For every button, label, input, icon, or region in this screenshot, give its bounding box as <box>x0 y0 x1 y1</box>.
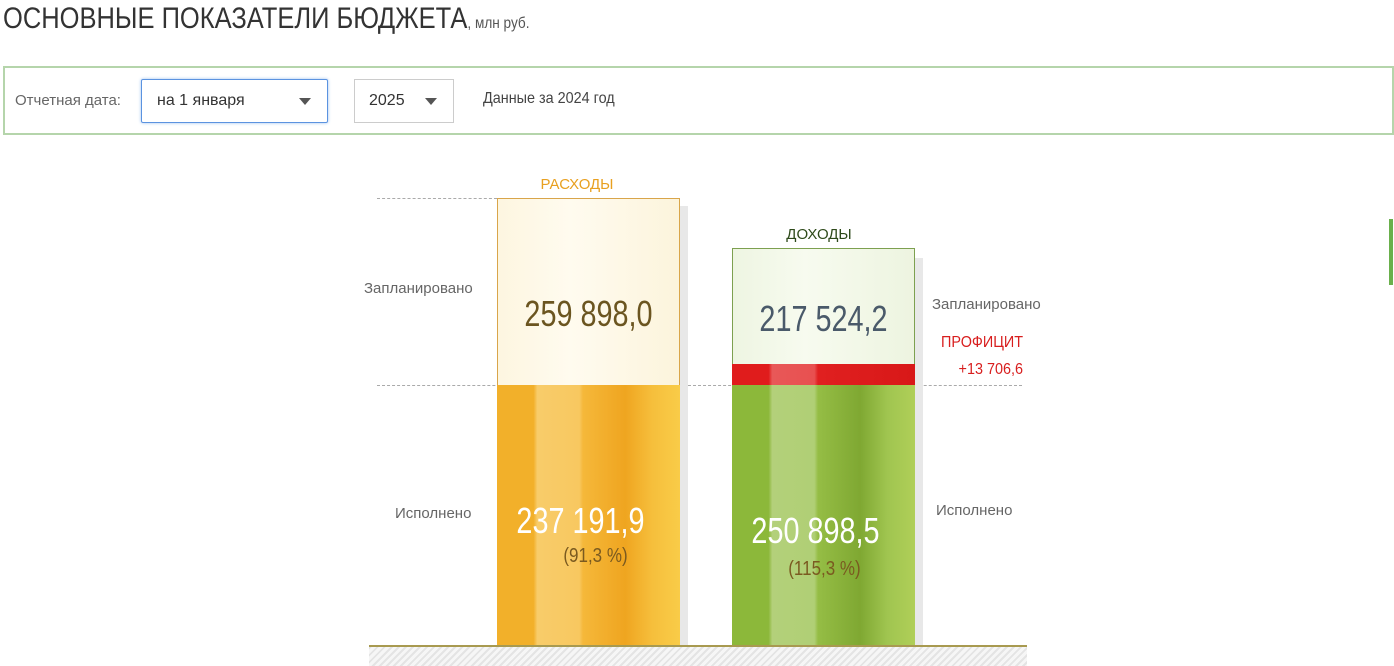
revenues-planned-value: 217 524,2 <box>759 298 888 339</box>
expenses-executed <box>497 385 680 645</box>
year-value: 2025 <box>369 92 405 109</box>
scroll-indicator <box>1389 219 1393 285</box>
filter-label: Отчетная дата: <box>15 92 121 109</box>
planned-label: Запланировано <box>932 296 1041 313</box>
guide-line <box>377 198 497 199</box>
base-line <box>369 645 1027 647</box>
executed-label: Исполнено <box>936 502 1013 519</box>
expenses-executed-value: 237 191,9 <box>516 500 645 541</box>
revenues-executed-value: 250 898,5 <box>751 510 880 551</box>
year-dropdown[interactable]: 2025 <box>354 79 454 123</box>
date-dropdown[interactable]: на 1 января <box>141 79 328 123</box>
title: ОСНОВНЫЕ ПОКАЗАТЕЛИ БЮДЖЕТА <box>3 2 468 35</box>
expenses-planned <box>497 198 680 385</box>
surplus-value: +13 706,6 <box>958 361 1023 378</box>
executed-label: Исполнено <box>395 505 472 522</box>
planned-label: Запланировано <box>364 280 473 297</box>
expenses-title: РАСХОДЫ <box>540 176 614 193</box>
expenses-percent: (91,3 %) <box>563 545 628 567</box>
unit: , млн руб. <box>467 15 530 32</box>
surplus-band <box>732 364 915 385</box>
filter-panel <box>3 66 1394 135</box>
page-title: ОСНОВНЫЕ ПОКАЗАТЕЛИ БЮДЖЕТА, млн руб. <box>3 2 529 36</box>
ground <box>369 647 1027 666</box>
revenues-title: ДОХОДЫ <box>786 226 852 243</box>
guide-line <box>377 385 1022 386</box>
bar-shadow <box>680 206 688 645</box>
dropdown-arrow <box>425 98 437 105</box>
expenses-planned-value: 259 898,0 <box>524 293 653 334</box>
revenues-percent: (115,3 %) <box>788 558 861 580</box>
data-note: Данные за 2024 год <box>483 90 615 107</box>
bar-shadow <box>915 258 923 645</box>
date-value: на 1 января <box>157 92 245 109</box>
revenues-executed <box>732 385 915 645</box>
revenues-planned <box>732 248 915 365</box>
surplus-label: ПРОФИЦИТ <box>941 334 1023 351</box>
dropdown-arrow <box>299 98 311 105</box>
